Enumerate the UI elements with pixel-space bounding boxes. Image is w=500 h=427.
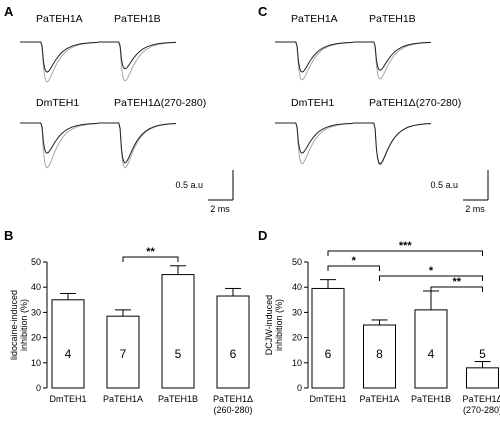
n-label: 5 [479,347,486,361]
y-axis-title: lidocaine-induced [9,290,19,360]
scale-amplitude-label: 0.5 a.u [175,180,203,190]
trace-label: PaTEH1A [291,13,338,25]
category-label: PaTEH1Δ [213,394,253,404]
significance-bracket [327,250,483,256]
n-label: 5 [175,347,182,361]
scale-amplitude-label: 0.5 a.u [430,180,458,190]
trace-label: PaTEH1A [36,13,83,25]
y-tick-label: 30 [292,307,302,317]
trace-black [20,122,98,154]
category-label: DmTEH1 [309,394,346,404]
trace-label: PaTEH1B [369,13,416,25]
trace-label: PaTEH1B [114,13,161,25]
bar-chart-b: 0 10 20 30 40 50 lidocaine-induced inhibition (… [9,246,253,415]
bar [51,299,85,389]
trace-gray [275,41,353,81]
bar [466,367,499,389]
significance-label: ** [146,246,155,258]
panel-letter-d: D [258,228,267,243]
trace-black [353,122,432,165]
trace-panel-c: PaTEH1A PaTEH1B DmTEH1 PaTEH1Δ(270-280) [275,13,461,166]
category-label: PaTEH1A [103,394,143,404]
bar [363,324,396,389]
trace-black [353,41,431,71]
category-label: (260-280) [213,405,252,415]
bar [161,274,195,389]
trace-black [275,122,353,154]
category-label: DmTEH1 [49,394,86,404]
trace-gray [98,122,176,169]
bar [311,287,345,389]
scale-bar-c: 0.5 a.u 2 ms [430,170,489,214]
bar-chart-d: 0 10 20 30 40 50 DCJW-induced inhibition (%) 6 Dm… [264,240,500,415]
significance-bracket [430,286,483,292]
y-tick-label: 40 [31,282,41,292]
trace-black [98,41,177,70]
n-label: 8 [376,347,383,361]
trace-black [20,41,98,73]
trace-panel-a: PaTEH1A PaTEH1B DmTEH1 PaTEH1Δ(270-280) [20,13,206,169]
panel-letter-a: A [4,4,14,19]
y-tick-label: 30 [31,307,41,317]
significance-label: *** [399,240,413,252]
n-label: 6 [230,347,237,361]
scale-time-label: 2 ms [210,204,230,214]
panel-letter-b: B [4,228,13,243]
trace-black [275,41,353,73]
panel-letter-c: C [258,4,268,19]
category-label: PaTEH1B [411,394,451,404]
category-label: PaTEH1Δ [462,394,500,404]
trace-gray [275,122,354,165]
scale-time-label: 2 ms [465,204,485,214]
y-axis-title: inhibition (%) [274,299,284,351]
scale-bar-a: 0.5 a.u 2 ms [175,170,234,214]
significance-bracket [122,256,179,262]
y-tick-label: 50 [292,257,302,267]
y-tick-label: 50 [31,257,41,267]
category-label: (270-280) [463,405,500,415]
trace-label: DmTEH1 [291,97,334,109]
y-tick-label: 0 [36,383,41,393]
bar [216,295,250,389]
significance-bracket [379,275,483,281]
y-tick-label: 0 [297,383,302,393]
trace-black [98,122,177,164]
y-tick-label: 20 [31,333,41,343]
trace-gray [353,122,432,166]
y-tick-label: 20 [292,333,302,343]
trace-gray [353,41,431,80]
y-tick-label: 40 [292,282,302,292]
n-label: 6 [325,347,332,361]
significance-label: * [429,265,434,277]
trace-gray [20,122,98,169]
trace-label: PaTEH1Δ(270-280) [114,97,206,109]
y-tick-label: 10 [31,358,41,368]
n-label: 7 [120,347,127,361]
y-tick-label: 10 [292,358,302,368]
trace-label: PaTEH1Δ(270-280) [369,97,461,109]
significance-label: ** [452,276,461,288]
significance-label: * [352,255,357,267]
n-label: 4 [65,347,72,361]
significance-bracket [327,265,380,271]
category-label: PaTEH1A [359,394,399,404]
trace-gray [98,41,177,82]
n-label: 4 [428,347,435,361]
bar [106,315,140,389]
category-label: PaTEH1B [158,394,198,404]
trace-label: DmTEH1 [36,97,79,109]
y-axis-title: inhibition (%) [19,299,29,351]
y-axis-title: DCJW-induced [264,295,274,355]
trace-gray [20,41,99,83]
